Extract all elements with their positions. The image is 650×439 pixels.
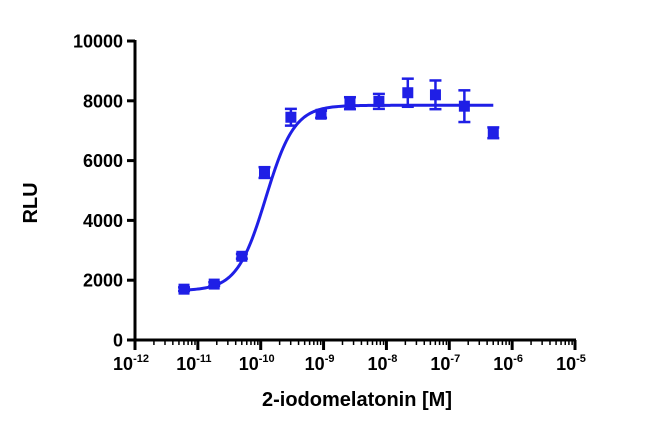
data-point [487, 126, 500, 140]
x-tick-label: 10-6 [493, 353, 523, 374]
axes [127, 39, 577, 350]
x-tick-label: 10-9 [305, 353, 335, 374]
data-marker [487, 127, 499, 139]
y-tick-label: 6000 [83, 151, 123, 171]
data-point [235, 250, 248, 262]
data-marker [402, 87, 414, 99]
x-tick-label: 10-11 [176, 353, 211, 374]
x-tick-label: 10-7 [430, 353, 460, 374]
data-point [258, 165, 271, 180]
x-tick-exponent: -12 [133, 353, 149, 365]
tick-labels: 0 2000 4000 6000 8000 10000 10-12 10-11 10-10 10-… [73, 32, 586, 375]
y-tick-label: 2000 [83, 271, 123, 291]
x-axis-label: 2-iodomelatonin [M] [262, 389, 452, 411]
fit-curve [183, 103, 494, 292]
data-marker [236, 250, 248, 262]
y-tick-label: 8000 [83, 91, 123, 111]
data-marker [258, 167, 270, 179]
data-marker [373, 95, 385, 107]
x-tick-label: 10-10 [239, 353, 275, 374]
data-point [315, 108, 328, 120]
data-marker [178, 283, 190, 295]
data-point [372, 92, 385, 111]
data-point [458, 89, 471, 124]
data-marker [344, 97, 356, 109]
x-tick-label: 10-5 [556, 353, 586, 374]
y-tick-label: 10000 [73, 32, 123, 52]
data-marker [208, 278, 220, 290]
x-tick-exponent: -6 [513, 353, 523, 365]
data-marker [458, 100, 470, 112]
y-tick-label: 4000 [83, 211, 123, 231]
y-tick-label: 0 [113, 331, 123, 351]
data-point [401, 77, 414, 109]
x-tick-exponent: -5 [576, 353, 586, 365]
data-point [208, 278, 221, 290]
x-tick-exponent: -9 [325, 353, 335, 365]
data-points [178, 77, 500, 295]
data-point [429, 79, 442, 111]
data-marker [315, 108, 327, 120]
x-tick-exponent: -8 [388, 353, 398, 365]
data-point [284, 107, 297, 127]
x-tick-label: 10-8 [368, 353, 398, 374]
data-marker [285, 111, 297, 123]
data-point [343, 95, 356, 111]
y-axis-label: RLU [20, 182, 42, 223]
x-tick-exponent: -7 [450, 353, 460, 365]
data-marker [429, 89, 441, 101]
x-tick-label: 10-12 [113, 353, 149, 374]
x-tick-exponent: -11 [196, 353, 211, 365]
x-tick-exponent: -10 [259, 353, 275, 365]
data-point [178, 283, 191, 295]
